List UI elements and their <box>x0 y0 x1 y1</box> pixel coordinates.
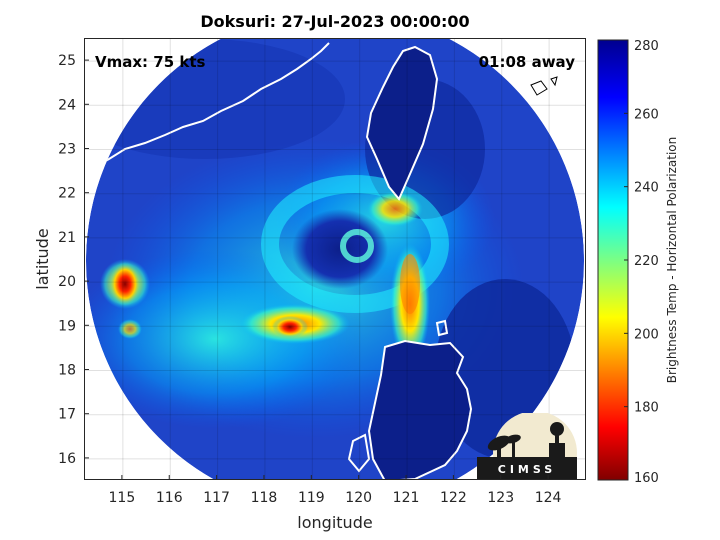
x-tick-label: 119 <box>298 490 325 506</box>
x-tick-label: 121 <box>393 490 420 506</box>
x-tick-label: 117 <box>203 490 230 506</box>
colorbar-tick-label: 180 <box>634 401 659 416</box>
y-tick-label: 18 <box>58 363 76 379</box>
colorbar-tick-label: 280 <box>634 39 659 54</box>
svg-text:CIMSS: CIMSS <box>498 463 556 476</box>
x-tick-label: 120 <box>345 490 372 506</box>
x-tick-label: 124 <box>535 490 562 506</box>
cimss-logo: CIMSS <box>477 413 577 479</box>
time-away-annotation: 01:08 away <box>478 53 575 71</box>
colorbar-label: Brightness Temp - Horizontal Polarizatio… <box>665 137 679 384</box>
y-tick-label: 24 <box>58 97 76 113</box>
plot-title: Doksuri: 27-Jul-2023 00:00:00 <box>200 12 470 31</box>
x-tick-label: 122 <box>440 490 467 506</box>
vmax-annotation: Vmax: 75 kts <box>95 53 206 71</box>
colorbar-tick-label: 160 <box>634 471 659 486</box>
colorbar-tick-label: 200 <box>634 327 659 342</box>
y-tick-label: 22 <box>58 186 76 202</box>
y-axis-ticks: 16 17 18 19 20 21 22 23 24 25 <box>58 53 89 467</box>
colorbar-tick-label: 260 <box>634 107 659 122</box>
colorbar <box>597 39 629 481</box>
y-tick-label: 19 <box>58 318 76 334</box>
y-tick-label: 16 <box>58 451 76 467</box>
x-tick-label: 123 <box>487 490 514 506</box>
y-tick-label: 20 <box>58 274 76 290</box>
y-tick-label: 25 <box>58 53 76 69</box>
x-axis-ticks: 115 116 117 118 119 120 121 122 123 124 <box>109 475 562 506</box>
y-tick-label: 23 <box>58 142 76 158</box>
x-tick-label: 116 <box>156 490 183 506</box>
colorbar-ticks: 160 180 200 220 240 260 280 <box>624 39 659 486</box>
x-tick-label: 115 <box>109 490 136 506</box>
y-tick-label: 17 <box>58 407 76 423</box>
x-axis-label: longitude <box>297 513 372 532</box>
map-plot-area[interactable]: Vmax: 75 kts 01:08 away CIMSS <box>84 38 586 480</box>
colorbar-tick-label: 240 <box>634 181 659 196</box>
y-axis-label: latitude <box>33 228 52 289</box>
x-tick-label: 118 <box>251 490 278 506</box>
colorbar-tick-label: 220 <box>634 254 659 269</box>
y-tick-label: 21 <box>58 230 76 246</box>
